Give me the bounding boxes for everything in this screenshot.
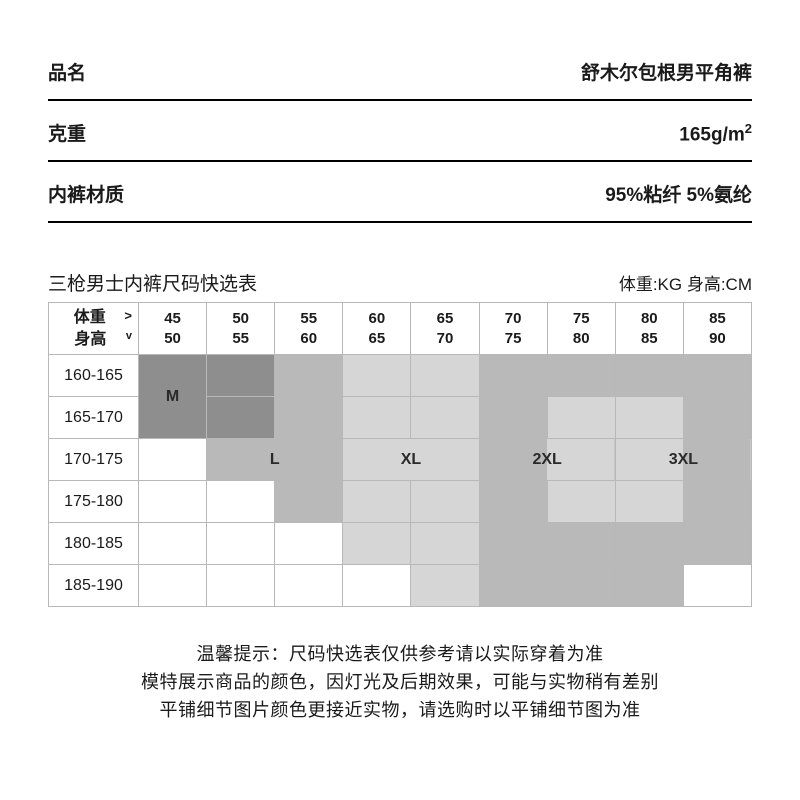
size-cell bbox=[139, 523, 207, 565]
size-cell bbox=[547, 481, 615, 523]
footnote-line: 模特展示商品的颜色，因灯光及后期效果，可能与实物稍有差别 bbox=[48, 669, 752, 697]
height-row-label: 180-185 bbox=[49, 523, 139, 565]
size-cell bbox=[615, 565, 683, 607]
product-info: 品名 舒木尔包根男平角裤克重 165g/m2 内裤材质 95%粘纤 5%氨纶 bbox=[48, 40, 752, 223]
height-row-label: 175-180 bbox=[49, 481, 139, 523]
size-cell bbox=[479, 565, 547, 607]
info-label: 克重 bbox=[48, 119, 86, 146]
corner-header: 体重>身高v bbox=[49, 303, 139, 355]
weight-header: 5055 bbox=[207, 303, 275, 355]
size-cell bbox=[615, 481, 683, 523]
size-cell bbox=[275, 355, 343, 397]
size-cell: M bbox=[139, 355, 207, 439]
weight-header: 8590 bbox=[683, 303, 751, 355]
size-cell: L bbox=[207, 439, 343, 481]
size-cell bbox=[343, 397, 411, 439]
size-cell bbox=[207, 355, 275, 397]
weight-header: 6065 bbox=[343, 303, 411, 355]
size-cell: XL bbox=[343, 439, 479, 481]
size-cell bbox=[207, 397, 275, 439]
size-chart-container: 体重>身高v4550505555606065657070757580808585… bbox=[48, 302, 752, 607]
info-value: 舒木尔包根男平角裤 bbox=[581, 58, 752, 85]
size-cell bbox=[343, 355, 411, 397]
size-cell bbox=[343, 481, 411, 523]
size-cell bbox=[275, 481, 343, 523]
size-cell bbox=[275, 523, 343, 565]
size-cell bbox=[683, 481, 751, 523]
size-cell bbox=[411, 565, 479, 607]
size-cell bbox=[411, 355, 479, 397]
size-chart: 体重>身高v4550505555606065657070757580808585… bbox=[48, 302, 752, 607]
weight-header: 8085 bbox=[615, 303, 683, 355]
size-cell bbox=[479, 481, 547, 523]
size-cell bbox=[479, 355, 547, 397]
info-label: 内裤材质 bbox=[48, 180, 124, 207]
chart-units: 体重:KG 身高:CM bbox=[619, 270, 752, 295]
height-row-label: 170-175 bbox=[49, 439, 139, 481]
size-cell bbox=[615, 523, 683, 565]
size-cell bbox=[547, 565, 615, 607]
size-cell bbox=[343, 523, 411, 565]
size-cell bbox=[139, 439, 207, 481]
size-cell bbox=[207, 523, 275, 565]
info-row: 克重 165g/m2 bbox=[48, 101, 752, 162]
weight-header: 4550 bbox=[139, 303, 207, 355]
size-cell bbox=[411, 523, 479, 565]
size-cell bbox=[275, 565, 343, 607]
size-cell: 3XL bbox=[615, 439, 751, 481]
size-cell bbox=[683, 397, 751, 439]
chart-header: 三枪男士内裤尺码快选表 体重:KG 身高:CM bbox=[48, 269, 752, 296]
size-cell bbox=[683, 523, 751, 565]
info-row: 内裤材质 95%粘纤 5%氨纶 bbox=[48, 162, 752, 223]
size-cell bbox=[615, 397, 683, 439]
info-row: 品名 舒木尔包根男平角裤 bbox=[48, 40, 752, 101]
weight-header: 7580 bbox=[547, 303, 615, 355]
footnote: 温馨提示：尺码快选表仅供参考请以实际穿着为准 模特展示商品的颜色，因灯光及后期效… bbox=[48, 641, 752, 725]
weight-header: 7075 bbox=[479, 303, 547, 355]
size-cell bbox=[275, 397, 343, 439]
info-value: 95%粘纤 5%氨纶 bbox=[605, 180, 752, 207]
size-cell bbox=[207, 565, 275, 607]
size-cell bbox=[683, 355, 751, 397]
weight-header: 6570 bbox=[411, 303, 479, 355]
info-label: 品名 bbox=[48, 58, 86, 85]
footnote-line: 温馨提示：尺码快选表仅供参考请以实际穿着为准 bbox=[48, 641, 752, 669]
height-row-label: 185-190 bbox=[49, 565, 139, 607]
size-cell bbox=[479, 397, 547, 439]
weight-header: 5560 bbox=[275, 303, 343, 355]
footnote-line: 平铺细节图片颜色更接近实物，请选购时以平铺细节图为准 bbox=[48, 697, 752, 725]
height-row-label: 160-165 bbox=[49, 355, 139, 397]
size-cell bbox=[479, 523, 547, 565]
size-cell: 2XL bbox=[479, 439, 615, 481]
size-cell bbox=[547, 397, 615, 439]
size-cell bbox=[207, 481, 275, 523]
size-cell bbox=[343, 565, 411, 607]
size-cell bbox=[139, 481, 207, 523]
size-cell bbox=[411, 481, 479, 523]
size-cell bbox=[615, 355, 683, 397]
size-cell bbox=[547, 523, 615, 565]
chart-title: 三枪男士内裤尺码快选表 bbox=[48, 269, 257, 296]
size-cell bbox=[139, 565, 207, 607]
size-cell bbox=[683, 565, 751, 607]
size-cell bbox=[411, 397, 479, 439]
info-value: 165g/m2 bbox=[679, 121, 752, 146]
height-row-label: 165-170 bbox=[49, 397, 139, 439]
size-cell bbox=[547, 355, 615, 397]
